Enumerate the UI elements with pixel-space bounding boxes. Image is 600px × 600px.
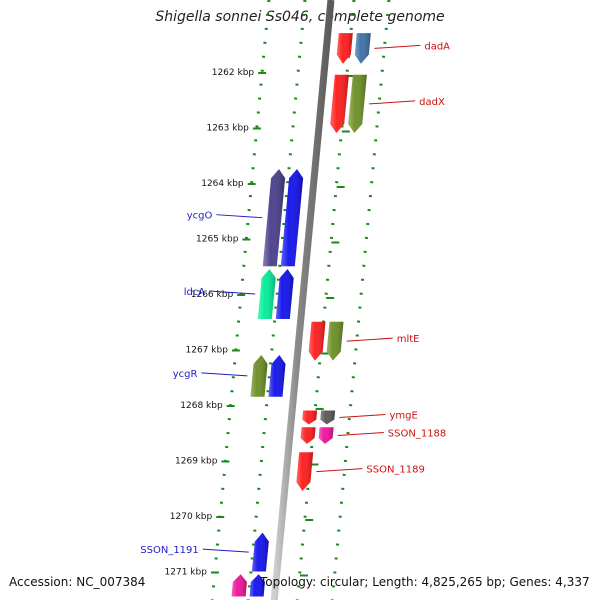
gene-arrow-shading <box>262 169 286 267</box>
tick-label: 1269 kbp <box>175 457 218 467</box>
gene-arrow-shading <box>275 269 294 319</box>
gene-label: ldcA <box>184 287 206 298</box>
tick-label: 1268 kbp <box>180 401 223 411</box>
topology-text: Topology: circular; Length: 4,825,265 bp… <box>260 575 590 589</box>
gene-label-leader <box>374 44 421 49</box>
gene-arrow-shading <box>336 33 353 64</box>
gene-label: ycgR <box>173 369 198 380</box>
gene-arrow <box>251 532 269 572</box>
tick-label: 1267 kbp <box>186 346 229 356</box>
gene-label: dadX <box>419 97 445 108</box>
genome-backbone <box>270 0 335 600</box>
tick-label: 1264 kbp <box>201 179 244 189</box>
gene-arrow-shading <box>249 574 265 597</box>
gene-arrow-shading <box>302 410 318 425</box>
gene-arrow-shading <box>251 532 269 572</box>
gene-arrow <box>262 169 286 267</box>
map-title: Shigella sonnei Ss046, complete genome <box>155 9 445 25</box>
gene-arrow <box>231 574 247 597</box>
gene-label-leader <box>201 372 248 377</box>
gene-arrow-shading <box>318 427 334 444</box>
gene-arrow-shading <box>330 74 349 133</box>
gene-label-leader <box>209 290 256 295</box>
gene-label-leader <box>202 548 249 553</box>
gene-labels: dadA dadX ycgO ldcA mltE ycgR ymgE SSON_1188 SSO… <box>140 41 450 556</box>
gene-label: mltE <box>397 334 420 345</box>
tick-label: 1270 kbp <box>170 512 213 522</box>
gene-arrow-shading <box>320 410 336 425</box>
gene-label-leader <box>316 468 363 473</box>
gene-label-leader <box>369 100 416 105</box>
gene-arrow <box>268 355 286 397</box>
gene-label-leader <box>337 432 384 437</box>
gene-label: SSON_1188 <box>388 429 447 440</box>
tick-label: 1263 kbp <box>206 124 249 134</box>
gene-label-leader <box>346 337 393 342</box>
gene-arrow <box>280 169 304 267</box>
gene-arrow-shading <box>296 452 314 491</box>
gene-arrow-shading <box>348 74 367 133</box>
gene-label-leader <box>216 214 263 219</box>
tick-label: 1266 kbp <box>191 290 234 300</box>
gene-features <box>231 33 371 597</box>
gene-arrow <box>249 574 265 597</box>
tick-label: 1262 kbp <box>212 68 255 78</box>
gene-label: SSON_1189 <box>366 465 425 476</box>
gene-arrow <box>336 33 353 64</box>
gene-arrow <box>318 427 334 444</box>
gene-arrow-shading <box>300 427 316 444</box>
gene-arrow-shading <box>308 321 326 361</box>
gene-label: SSON_1191 <box>140 545 199 556</box>
gene-arrow <box>250 355 268 397</box>
gene-arrow <box>308 321 326 361</box>
guide-dotted-line <box>246 0 307 600</box>
position-ticks: 1262 kbp 1263 kbp 1264 kbp 1265 kbp 1266 kbp… <box>165 68 356 578</box>
gene-arrow-shading <box>257 269 276 319</box>
gene-arrow-shading <box>354 33 371 64</box>
gene-arrow <box>326 321 344 361</box>
tick-label: 1271 kbp <box>165 568 208 578</box>
gene-label: ymgE <box>389 410 417 421</box>
accession-text: Accession: NC_007384 <box>9 575 146 589</box>
gene-arrow-shading <box>231 574 247 597</box>
gene-arrow <box>330 74 349 133</box>
gene-arrow <box>257 269 276 319</box>
gene-label: ycgO <box>187 211 213 222</box>
gene-arrow-shading <box>250 355 268 397</box>
gene-arrow <box>300 427 316 444</box>
gene-arrow <box>296 452 314 491</box>
backbone-line <box>270 0 335 600</box>
gene-arrow-shading <box>280 169 304 267</box>
gene-arrow <box>275 269 294 319</box>
gene-label-leader <box>339 413 386 418</box>
gene-arrow <box>302 410 318 425</box>
tick-label: 1265 kbp <box>196 235 239 245</box>
gene-arrow <box>320 410 336 425</box>
gene-arrow <box>348 74 367 133</box>
gene-label: dadA <box>424 41 450 52</box>
gene-arrow-shading <box>268 355 286 397</box>
gene-arrow-shading <box>326 321 344 361</box>
gene-arrow <box>354 33 371 64</box>
